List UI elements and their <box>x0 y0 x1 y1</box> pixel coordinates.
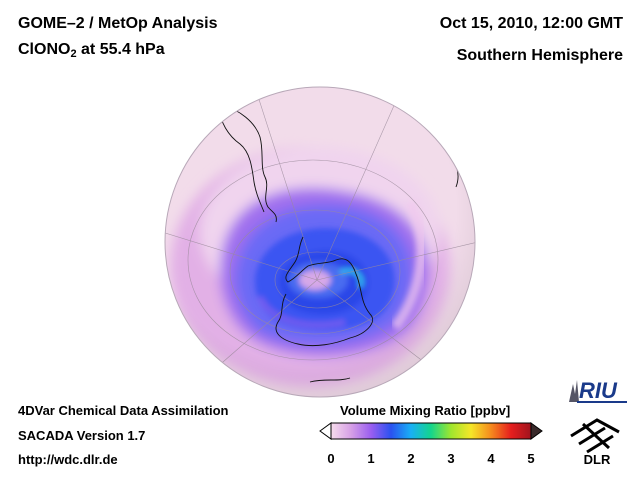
globe-map <box>164 86 476 398</box>
colorbar-tick-label: 3 <box>447 451 455 466</box>
colorbar-tick-label: 5 <box>527 451 535 466</box>
colorbar-tick-label: 0 <box>327 451 335 466</box>
colorbar-under-arrow <box>319 422 332 440</box>
colorbar-title: Volume Mixing Ratio [ppbv] <box>340 403 511 418</box>
footer-url[interactable]: http://wdc.dlr.de <box>18 452 118 467</box>
colorbar <box>319 422 543 440</box>
region-label: Southern Hemisphere <box>456 47 623 64</box>
dlr-logo: DLR <box>570 418 620 466</box>
colorbar-gradient <box>330 422 532 440</box>
riu-logo: RIU <box>569 378 627 403</box>
datetime-label: Oct 15, 2010, 12:00 GMT <box>439 15 623 32</box>
colorbar-over-arrow <box>530 422 543 440</box>
colorbar-tick-label: 1 <box>367 451 375 466</box>
species-label: ClONO2 at 55.4 hPa <box>18 41 165 60</box>
map-title: GOME–2 / MetOp Analysis <box>18 15 218 32</box>
svg-text:DLR: DLR <box>584 452 611 466</box>
colorbar-tick-label: 4 <box>487 451 495 466</box>
footer-version: SACADA Version 1.7 <box>18 428 146 443</box>
svg-text:RIU: RIU <box>579 378 618 403</box>
footer-assimilation: 4DVar Chemical Data Assimilation <box>18 403 229 418</box>
colorbar-tick-label: 2 <box>407 451 415 466</box>
